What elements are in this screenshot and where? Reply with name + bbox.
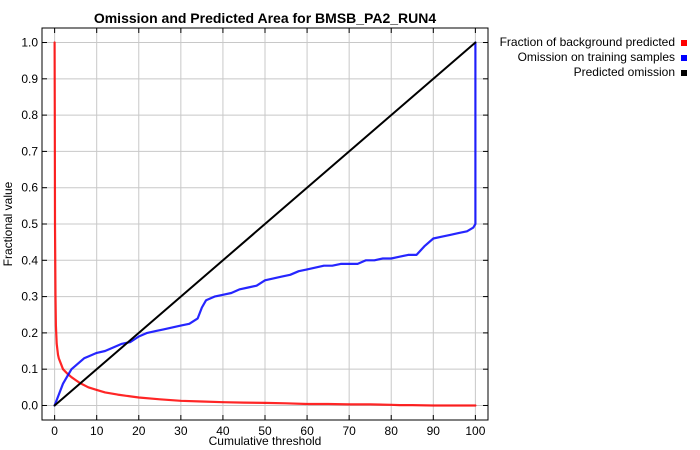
x-tick-label: 90: [427, 424, 441, 438]
x-tick-label: 100: [465, 424, 485, 438]
legend-swatch: [681, 55, 687, 61]
series-line-predicted-omission: [53, 41, 477, 407]
legend-swatch: [681, 70, 687, 76]
ticks: [42, 28, 488, 420]
tick-labels: 0 10 20 30 40 50 60 70 80 90 100 0.0 0.1 0.2 0.3 0.4 0.5…: [21, 36, 485, 438]
x-tick-label: 40: [216, 424, 230, 438]
legend-label: Omission on training samples: [518, 50, 675, 64]
legend-label: Predicted omission: [574, 65, 675, 79]
legend-label: Fraction of background predicted: [500, 35, 675, 49]
y-tick-label: 0.9: [21, 72, 38, 86]
y-tick-label: 0.6: [21, 181, 38, 195]
legend-swatch: [681, 40, 687, 46]
chart-title: Omission and Predicted Area for BMSB_PA2…: [94, 10, 437, 26]
x-tick-label: 0: [51, 424, 58, 438]
x-tick-label: 30: [174, 424, 188, 438]
x-tick-label: 20: [132, 424, 146, 438]
y-tick-label: 0.5: [21, 217, 38, 231]
y-tick-label: 0.4: [21, 253, 38, 267]
x-tick-label: 50: [258, 424, 272, 438]
legend: Fraction of background predictedOmission…: [500, 35, 687, 79]
x-axis-label: Cumulative threshold: [209, 434, 322, 448]
x-tick-label: 80: [385, 424, 399, 438]
x-tick-label: 10: [90, 424, 104, 438]
y-tick-label: 0.7: [21, 144, 38, 158]
y-axis-label: Fractional value: [1, 181, 15, 266]
y-tick-label: 1.0: [21, 36, 38, 50]
y-tick-label: 0.2: [21, 326, 38, 340]
series-line-omission-on-training-samples: [53, 41, 477, 407]
series-line-fraction-of-background-predicted: [53, 41, 477, 407]
y-tick-label: 0.0: [21, 398, 38, 412]
x-tick-label: 60: [300, 424, 314, 438]
y-tick-label: 0.1: [21, 362, 38, 376]
x-tick-label: 70: [342, 424, 356, 438]
y-tick-label: 0.3: [21, 290, 38, 304]
y-tick-label: 0.8: [21, 108, 38, 122]
series-layer: [53, 41, 477, 407]
